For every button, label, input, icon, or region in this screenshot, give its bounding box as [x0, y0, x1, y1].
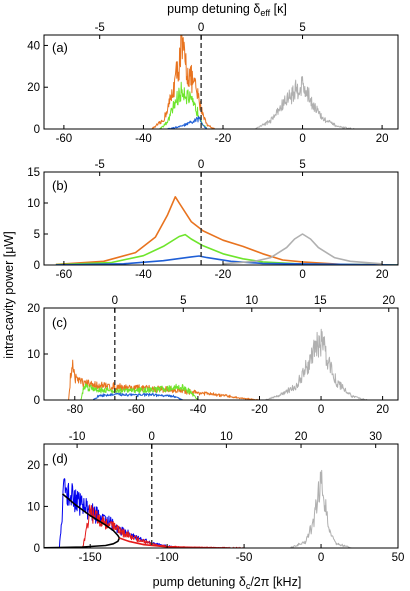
y-tick-label: 20	[27, 82, 40, 94]
series-gray-3	[265, 328, 368, 400]
y-tick-label: 10	[27, 349, 40, 361]
y-tick-label: 40	[27, 40, 40, 52]
series-gray-3	[222, 233, 383, 265]
x-tick-label: -40	[135, 133, 152, 145]
axes-frame	[43, 171, 399, 266]
x-tick-label: 0	[318, 552, 324, 564]
series-orange-0	[55, 196, 398, 265]
plot-area	[68, 328, 368, 400]
top-x-tick-label: -5	[95, 22, 105, 34]
series-green-1	[55, 233, 398, 265]
y-tick-label: 0	[34, 395, 40, 407]
x-tick-label: -100	[156, 552, 179, 564]
series-black-3	[44, 493, 121, 548]
x-tick-label: -150	[79, 552, 102, 564]
series-orange-0	[151, 35, 216, 129]
top-x-tick-label: 0	[112, 295, 118, 307]
series-blue-2	[166, 116, 208, 129]
plot-area	[151, 35, 355, 129]
top-x-tick-label: 20	[382, 295, 395, 307]
x-tick-label: -20	[215, 133, 232, 145]
panel-c: (c) -80 -60 -40 -20 0 20 0 10 20 0 5 10 15 20	[27, 295, 399, 416]
series-red-1	[82, 504, 245, 548]
series-gray-3	[254, 76, 355, 129]
x-tick-label: 20	[376, 404, 389, 416]
panel-label: (b)	[52, 178, 68, 193]
x-tick-label: -40	[135, 269, 152, 281]
top-x-tick-label: 10	[245, 295, 258, 307]
x-tick-label: 50	[392, 552, 405, 564]
x-tick-label: 0	[318, 404, 324, 416]
series-green-1	[80, 383, 199, 400]
top-x-tick-label: 0	[198, 159, 204, 171]
bottom-xlabel: pump detuning δc/2π [kHz]	[153, 575, 302, 591]
y-axis-label: intra-cavity power [μW]	[2, 231, 16, 358]
top-x-tick-label: 0	[198, 22, 204, 34]
top-xlabel: pump detuning δeff [κ]	[167, 2, 287, 18]
y-tick-label: 0	[34, 543, 40, 555]
top-x-tick-label: 0	[149, 431, 155, 443]
plot-area	[44, 469, 353, 548]
series-orange-0	[68, 359, 260, 400]
top-x-tick-label: 10	[220, 431, 233, 443]
x-tick-label: 0	[299, 133, 305, 145]
y-tick-label: 20	[27, 460, 40, 472]
y-tick-label: 10	[27, 198, 40, 210]
axes-frame	[43, 34, 399, 130]
series-darkblue-0	[58, 478, 183, 548]
y-tick-label: 5	[34, 229, 40, 241]
top-x-tick-label: 30	[369, 431, 382, 443]
top-x-tick-label: 5	[299, 22, 305, 34]
series-blue-2	[92, 392, 183, 400]
top-x-tick-label: -5	[95, 159, 105, 171]
y-tick-label: 0	[34, 124, 40, 136]
x-tick-label: -60	[128, 404, 145, 416]
panel-b: (b) -60 -40 -20 0 20 0 5 10 15 -5 0 5	[27, 159, 399, 281]
y-tick-label: 20	[27, 303, 40, 315]
top-x-tick-label: 20	[295, 431, 308, 443]
x-tick-label: -60	[56, 133, 73, 145]
axes-frame	[43, 443, 399, 549]
x-tick-label: -50	[236, 552, 253, 564]
series-gray-2	[290, 469, 353, 548]
x-tick-label: -60	[56, 269, 73, 281]
x-tick-label: -20	[215, 269, 232, 281]
x-tick-label: 20	[376, 269, 389, 281]
top-x-tick-label: -10	[69, 431, 86, 443]
x-tick-label: -80	[66, 404, 83, 416]
panel-label: (a)	[52, 40, 68, 55]
top-x-tick-label: 5	[299, 159, 305, 171]
plot-area	[55, 196, 398, 265]
panel-a: (a) -60 -40 -20 0 20 0 20 40 -5 0 5	[27, 22, 399, 145]
series-blue-2	[55, 255, 398, 265]
top-x-tick-label: 5	[180, 295, 186, 307]
x-tick-label: -20	[251, 404, 268, 416]
y-tick-label: 10	[27, 501, 40, 513]
y-tick-label: 15	[27, 167, 40, 179]
panel-label: (d)	[52, 451, 68, 466]
top-x-tick-label: 15	[314, 295, 327, 307]
panel-label: (c)	[52, 315, 67, 330]
x-tick-label: 20	[376, 133, 389, 145]
y-tick-label: 0	[34, 260, 40, 272]
x-tick-label: -40	[190, 404, 207, 416]
x-tick-label: 0	[299, 269, 305, 281]
